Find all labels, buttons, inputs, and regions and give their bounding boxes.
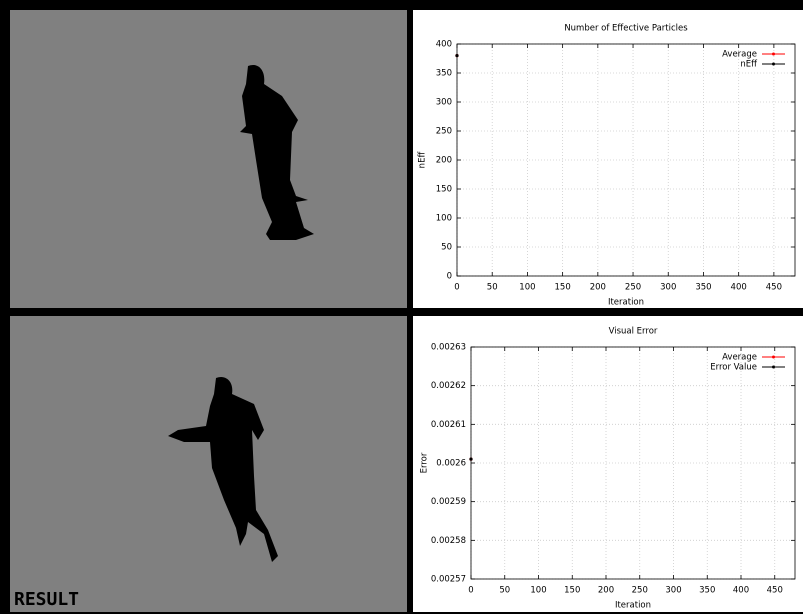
x-tick-label: 200 [590,283,606,293]
y-tick-label: 300 [436,98,452,108]
result-label: RESULT [14,589,79,610]
y-tick-label: 200 [436,156,452,166]
x-tick-label: 400 [731,283,747,293]
x-tick-label: 250 [632,586,648,596]
y-tick-label: 350 [436,69,452,79]
legend-marker [772,53,775,56]
chart-title: Visual Error [609,327,658,337]
x-tick-label: 300 [660,283,676,293]
x-tick-label: 400 [733,586,749,596]
legend-label: Average [722,353,757,363]
legend-label: nEff [740,60,758,70]
y-tick-label: 0.00258 [431,536,466,546]
x-tick-label: 50 [499,586,510,596]
x-tick-label: 200 [598,586,614,596]
y-axis-label: Error [420,452,430,473]
y-tick-label: 0.00261 [431,420,466,430]
x-tick-label: 100 [530,586,546,596]
y-tick-label: 0.0026 [436,459,466,469]
x-tick-label: 50 [487,283,498,293]
y-tick-label: 250 [436,127,452,137]
x-tick-label: 450 [767,586,783,596]
legend-marker [772,356,775,359]
y-tick-label: 0.00259 [431,497,466,507]
y-tick-label: 150 [436,185,452,195]
top-view [10,10,407,308]
bottom-view [10,316,407,612]
y-axis-label: nEff [418,151,428,169]
y-tick-label: 0.00257 [431,575,466,585]
legend-label: Average [722,50,757,60]
y-tick-label: 0.00262 [431,381,466,391]
x-tick-label: 350 [699,586,715,596]
chart-title: Number of Effective Particles [564,24,688,34]
legend-label: Error Value [710,363,757,373]
point [469,458,472,461]
x-tick-label: 0 [454,283,459,293]
x-tick-label: 150 [564,586,580,596]
legend-marker [772,63,775,66]
y-tick-label: 400 [436,40,452,50]
point [455,54,458,57]
x-tick-label: 300 [665,586,681,596]
x-tick-label: 350 [695,283,711,293]
legend-marker [772,366,775,369]
y-tick-label: 50 [441,243,452,253]
x-tick-label: 0 [468,586,473,596]
y-tick-label: 0.00263 [431,343,466,353]
x-tick-label: 250 [625,283,641,293]
screen: RESULT Number of Effective Particles Iter… [0,0,803,614]
y-tick-label: 100 [436,214,452,224]
x-axis-label: Iteration [608,298,644,308]
y-tick-label: 0 [447,272,452,282]
x-tick-label: 450 [766,283,782,293]
x-axis-label: Iteration [615,601,651,611]
x-tick-label: 150 [555,283,571,293]
canvas: RESULT Number of Effective Particles Iter… [0,0,803,614]
x-tick-label: 100 [519,283,535,293]
